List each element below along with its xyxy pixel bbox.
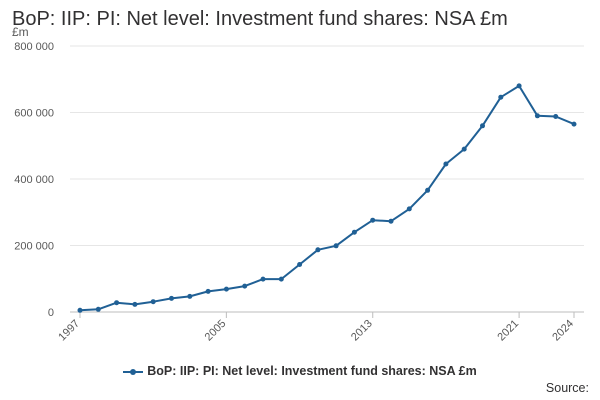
y-tick-label: 400 000 — [14, 174, 54, 186]
x-tick-label: 2005 — [203, 318, 229, 344]
legend-label: BoP: IIP: PI: Net level: Investment fund… — [147, 364, 477, 378]
legend-swatch — [123, 367, 144, 377]
chart-title: BoP: IIP: PI: Net level: Investment fund… — [12, 8, 508, 30]
data-point[interactable] — [223, 286, 229, 292]
data-point[interactable] — [480, 123, 485, 129]
x-tick-label: 2013 — [349, 318, 375, 344]
data-point[interactable] — [351, 229, 357, 235]
series-line[interactable] — [79, 84, 575, 312]
data-point[interactable] — [297, 262, 303, 267]
x-tick-label: 2021 — [495, 318, 521, 344]
data-point[interactable] — [315, 247, 321, 253]
x-tick-label: 1997 — [56, 318, 82, 344]
data-point[interactable] — [443, 161, 449, 167]
data-point[interactable] — [242, 283, 248, 289]
data-point[interactable] — [333, 243, 339, 249]
data-point[interactable] — [534, 113, 540, 119]
data-point[interactable] — [278, 276, 284, 282]
x-tick-label: 2024 — [550, 318, 576, 344]
source-label: Source: — [545, 381, 589, 395]
data-point[interactable] — [516, 83, 522, 89]
data-point[interactable] — [406, 206, 412, 212]
data-point[interactable] — [425, 187, 431, 193]
data-point[interactable] — [150, 299, 156, 305]
y-tick-label: 0 — [48, 307, 54, 319]
data-point[interactable] — [77, 307, 83, 313]
data-point[interactable] — [461, 146, 467, 152]
gridlines — [70, 45, 584, 313]
data-point[interactable] — [132, 301, 138, 307]
data-point[interactable] — [370, 217, 376, 223]
y-tick-label: 200 000 — [14, 241, 54, 253]
data-point[interactable] — [260, 276, 266, 282]
data-point[interactable] — [571, 121, 577, 127]
data-point[interactable] — [95, 306, 101, 312]
data-point[interactable] — [553, 114, 559, 119]
axes: £m 0 200 000 400 000 600 000 800 000 1997 2005… — [12, 25, 576, 343]
data-point[interactable] — [114, 300, 120, 306]
data-point[interactable] — [169, 295, 174, 301]
data-point[interactable] — [498, 94, 504, 100]
y-tick-label: 800 000 — [14, 41, 54, 53]
data-point[interactable] — [205, 288, 211, 294]
legend[interactable]: BoP: IIP: PI: Net level: Investment fund… — [0, 364, 600, 378]
series-group[interactable] — [77, 83, 577, 313]
y-tick-label: 600 000 — [14, 108, 54, 120]
data-point[interactable] — [187, 293, 193, 299]
data-point[interactable] — [388, 218, 394, 224]
y-axis-unit-label: £m — [12, 25, 29, 39]
